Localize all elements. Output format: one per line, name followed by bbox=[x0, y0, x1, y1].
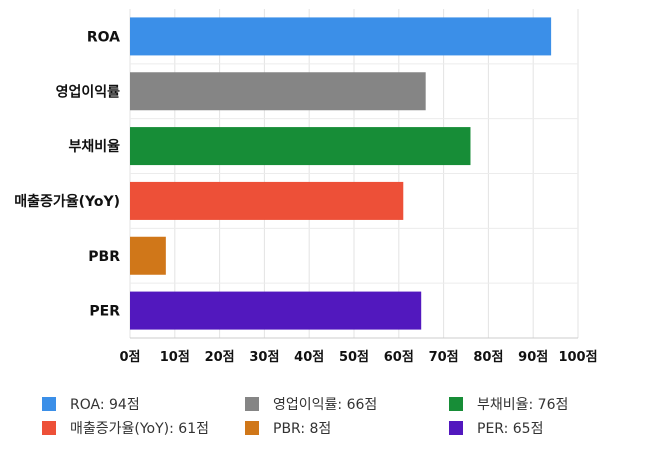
legend-item-operating-margin: 영업이익률: 66점 bbox=[245, 394, 377, 414]
legend-swatch-pbr bbox=[245, 421, 259, 435]
category-label-roa: ROA bbox=[87, 29, 120, 45]
category-label-debt-ratio: 부채비율 bbox=[68, 138, 120, 155]
legend-item-pbr: PBR: 8점 bbox=[245, 418, 331, 438]
bar-per bbox=[130, 291, 422, 330]
x-tick-label: 80점 bbox=[473, 350, 503, 365]
x-tick-label: 40점 bbox=[294, 350, 324, 365]
legend-swatch-operating-margin bbox=[245, 397, 259, 411]
legend: ROA: 94점 영업이익률: 66점 부채비율: 76점 매출증가율(YoY)… bbox=[0, 388, 650, 448]
legend-label-pbr: PBR: 8점 bbox=[273, 421, 332, 437]
bar-revenue-growth bbox=[130, 181, 404, 220]
x-tick-label: 70점 bbox=[429, 350, 459, 365]
x-tick-label: 100점 bbox=[558, 350, 597, 365]
legend-swatch-debt-ratio bbox=[449, 397, 463, 411]
legend-swatch-roa bbox=[42, 397, 56, 411]
category-label-pbr: PBR bbox=[88, 249, 120, 265]
legend-item-per: PER: 65점 bbox=[449, 418, 543, 438]
legend-item-revenue-growth: 매출증가율(YoY): 61점 bbox=[42, 418, 209, 438]
category-label-operating-margin: 영업이익률 bbox=[56, 83, 121, 100]
category-label-revenue-growth: 매출증가율(YoY) bbox=[14, 193, 120, 210]
x-tick-label: 20점 bbox=[205, 350, 235, 365]
legend-label-operating-margin: 영업이익률: 66점 bbox=[273, 397, 378, 413]
x-tick-labels: 0점 10점 20점 30점 40점 50점 60점 70점 80점 90점 100점 bbox=[119, 350, 597, 365]
x-tick-label: 60점 bbox=[384, 350, 414, 365]
category-label-per: PER bbox=[89, 304, 120, 320]
x-tick-label: 90점 bbox=[518, 350, 548, 365]
bar-pbr bbox=[130, 236, 166, 275]
x-tick-label: 50점 bbox=[339, 350, 369, 365]
bar-operating-margin bbox=[130, 72, 426, 111]
legend-label-revenue-growth: 매출증가율(YoY): 61점 bbox=[70, 421, 209, 437]
bar-debt-ratio bbox=[130, 127, 471, 166]
legend-label-debt-ratio: 부채비율: 76점 bbox=[477, 397, 569, 413]
legend-swatch-revenue-growth bbox=[42, 421, 56, 435]
x-tick-label: 10점 bbox=[160, 350, 190, 365]
legend-item-debt-ratio: 부채비율: 76점 bbox=[449, 394, 568, 414]
legend-label-roa: ROA: 94점 bbox=[70, 397, 140, 413]
legend-item-roa: ROA: 94점 bbox=[42, 394, 140, 414]
legend-swatch-per bbox=[449, 421, 463, 435]
bars bbox=[130, 17, 552, 330]
legend-label-per: PER: 65점 bbox=[477, 421, 544, 437]
bar-roa bbox=[130, 17, 552, 56]
x-tick-label: 0점 bbox=[119, 350, 140, 365]
x-tick-label: 30점 bbox=[249, 350, 279, 365]
grid bbox=[129, 9, 579, 339]
